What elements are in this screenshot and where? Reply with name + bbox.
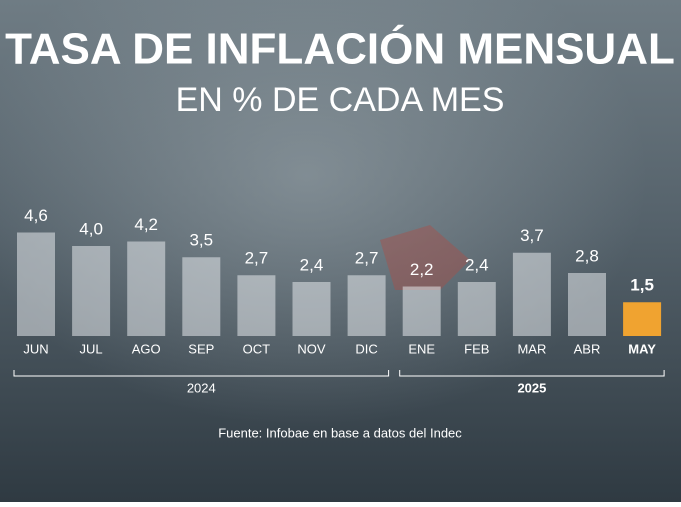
value-label: 4,2 — [134, 215, 158, 234]
bar — [347, 275, 386, 336]
bar — [17, 232, 55, 336]
x-tick-label: JUN — [23, 341, 48, 356]
bar — [512, 252, 551, 336]
value-label: 4,0 — [79, 219, 103, 238]
x-tick-label: OCT — [243, 341, 271, 356]
x-tick-label: MAY — [628, 341, 656, 356]
bar — [292, 282, 331, 336]
x-tick-label: ABR — [574, 341, 601, 356]
bar — [623, 302, 662, 336]
value-label: 1,5 — [630, 276, 654, 295]
x-tick-label: AGO — [132, 341, 161, 356]
value-label: 2,2 — [410, 260, 434, 279]
bar — [568, 273, 606, 336]
chart-subtitle: EN % DE CADA MES — [176, 81, 505, 119]
x-tick-label: NOV — [297, 341, 326, 356]
value-label: 4,6 — [24, 206, 48, 225]
background-shape — [380, 225, 470, 290]
group-label: 2024 — [187, 380, 216, 395]
value-label: 2,8 — [575, 246, 599, 265]
value-label: 2,4 — [300, 255, 324, 274]
value-label: 2,7 — [245, 249, 269, 268]
x-tick-label: DIC — [355, 341, 377, 356]
group-bracket — [13, 370, 390, 377]
bar — [237, 275, 276, 336]
x-tick-label: JUL — [80, 341, 103, 356]
group-label: 2025 — [517, 380, 546, 395]
bar — [182, 257, 221, 336]
value-label: 3,5 — [189, 231, 213, 250]
bar — [402, 286, 441, 336]
source: Fuente: Infobae en base a datos del Inde… — [218, 425, 462, 440]
group-bracket — [399, 370, 665, 377]
x-tick-label: SEP — [188, 341, 214, 356]
x-tick-label: ENE — [408, 341, 435, 356]
chart-title: TASA DE INFLACIÓN MENSUAL — [5, 24, 675, 74]
x-tick-label: FEB — [464, 341, 489, 356]
value-label: 2,7 — [355, 249, 379, 268]
bar — [127, 241, 166, 336]
value-label: 2,4 — [465, 255, 489, 274]
value-label: 3,7 — [520, 226, 544, 245]
bar — [457, 282, 496, 336]
bar — [72, 246, 111, 336]
x-tick-label: MAR — [517, 341, 546, 356]
